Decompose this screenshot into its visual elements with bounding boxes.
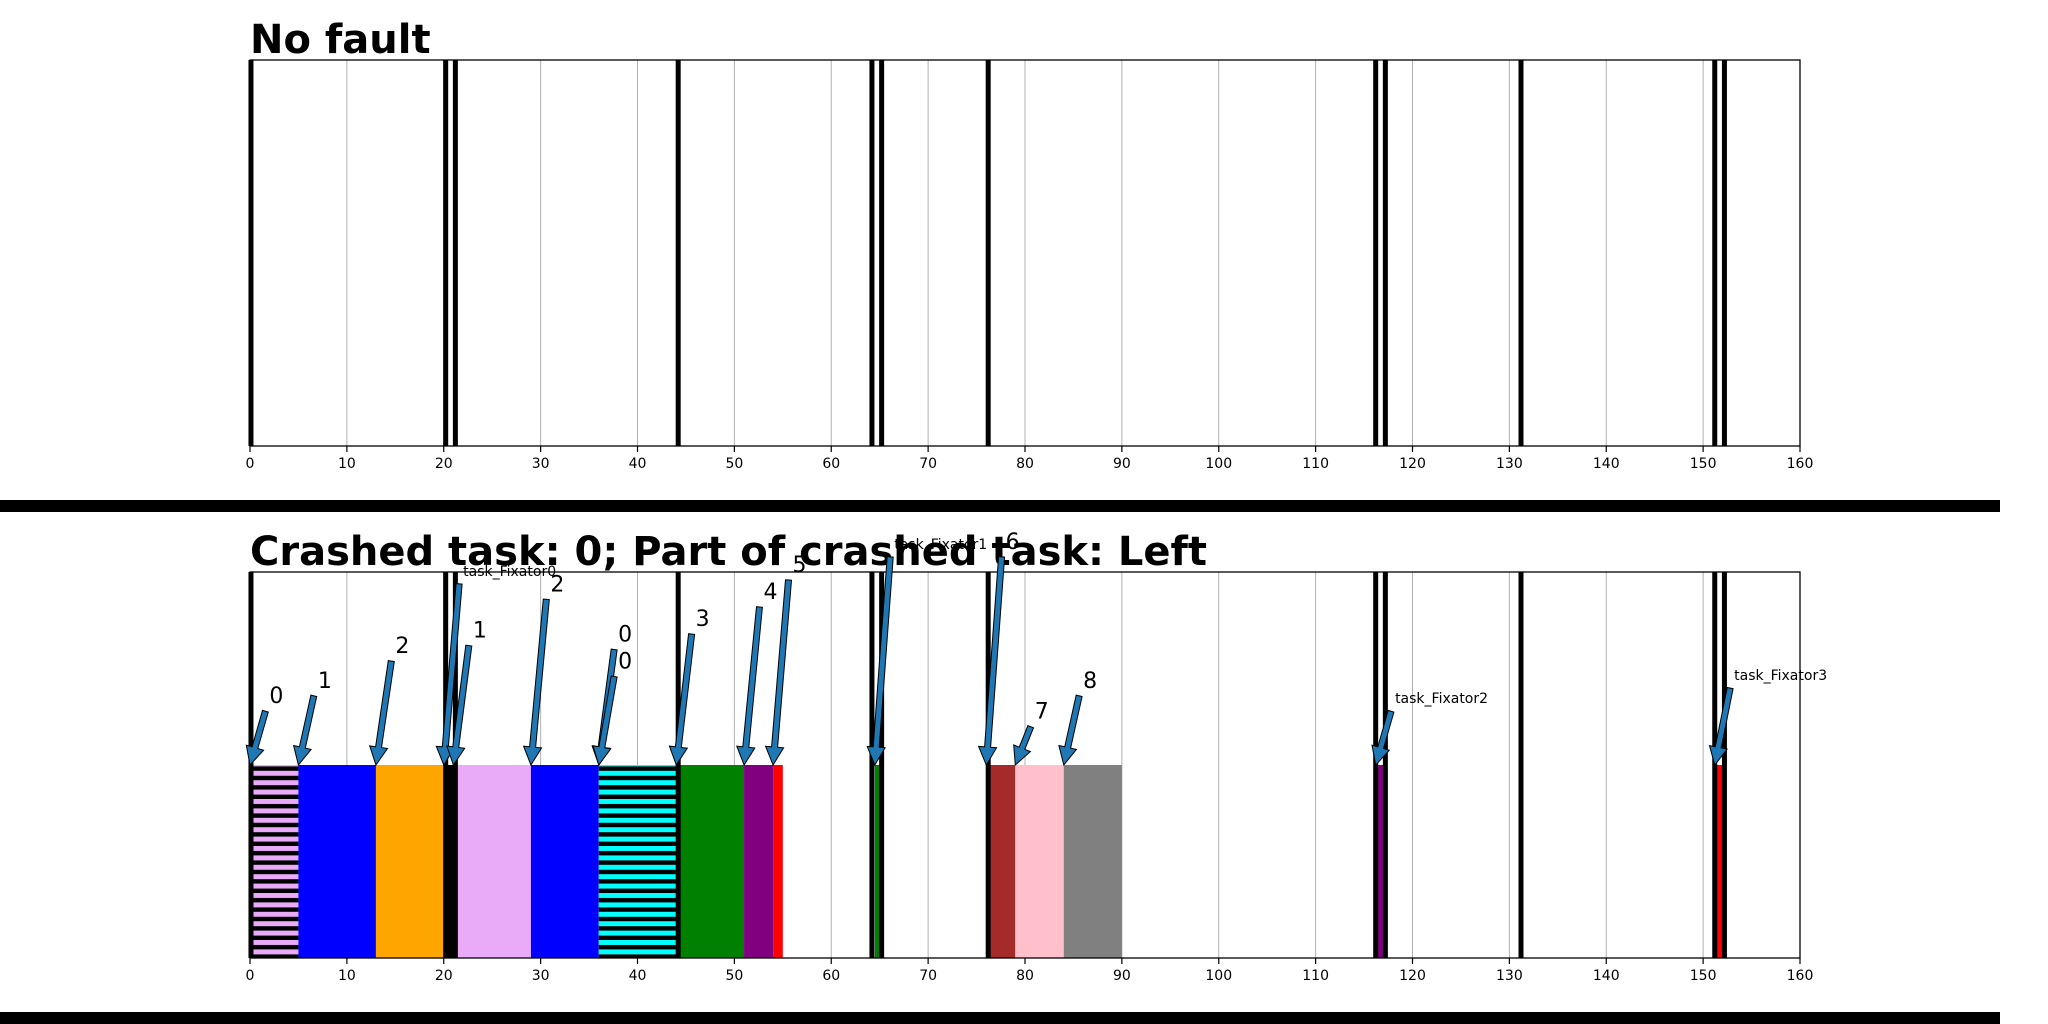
grid-lines bbox=[346, 60, 1704, 446]
panel-title: No fault bbox=[250, 17, 431, 63]
tick-label: 40 bbox=[629, 456, 647, 472]
annotation-arrow bbox=[668, 633, 696, 767]
annotation-label: task_Fixator1 bbox=[894, 537, 987, 553]
tick-label: 110 bbox=[1302, 968, 1329, 984]
panel-no-fault: No fault 0 10 20 30 40 50 60 70 80 90 100 110 120 130… bbox=[246, 17, 1814, 472]
tick-label: 60 bbox=[822, 456, 840, 472]
task-segment bbox=[744, 765, 774, 958]
tick-label: 30 bbox=[532, 968, 550, 984]
tick-label: 70 bbox=[919, 456, 937, 472]
task-segment bbox=[676, 765, 745, 958]
annotation-label: task_Fixator3 bbox=[1734, 668, 1827, 684]
annotation-arrow bbox=[435, 583, 463, 767]
annotation-label: 6 bbox=[1006, 530, 1020, 555]
annotation-label: 0 bbox=[618, 622, 632, 647]
task-segment bbox=[443, 765, 454, 958]
task-segment bbox=[250, 765, 299, 958]
tick-label: 150 bbox=[1690, 968, 1717, 984]
task-segment bbox=[1063, 765, 1122, 958]
separator-bar-top bbox=[0, 500, 2000, 512]
tick-label: 20 bbox=[435, 968, 453, 984]
task-segment bbox=[375, 765, 444, 958]
annotation-label: 1 bbox=[473, 619, 487, 644]
tick-label: 40 bbox=[629, 968, 647, 984]
panel-crashed-task: Crashed task: 0; Part of crashed task: L… bbox=[246, 529, 1828, 984]
tick-label: 0 bbox=[246, 968, 255, 984]
separator-bar-bottom bbox=[0, 1012, 2000, 1024]
annotation-label: 8 bbox=[1083, 669, 1097, 694]
tick-label: 110 bbox=[1302, 456, 1329, 472]
tick-label: 130 bbox=[1496, 456, 1523, 472]
annotation-label: 3 bbox=[696, 607, 710, 632]
tick-label: 70 bbox=[919, 968, 937, 984]
tick-label: 10 bbox=[338, 968, 356, 984]
task-segment bbox=[1015, 765, 1064, 958]
tick-label: 10 bbox=[338, 456, 356, 472]
task-segment bbox=[773, 765, 783, 958]
tick-label: 80 bbox=[1016, 456, 1034, 472]
tick-label: 140 bbox=[1593, 968, 1620, 984]
annotation-label: 0 bbox=[618, 650, 632, 675]
tick-label: 120 bbox=[1399, 456, 1426, 472]
x-axis-ticks: 0 10 20 30 40 50 60 70 80 90 100 110 120 130 140 150 160 bbox=[246, 958, 1814, 984]
annotation-arrow bbox=[1013, 724, 1035, 767]
annotation-arrow bbox=[764, 579, 793, 767]
annotation-arrow bbox=[368, 660, 395, 767]
annotation-arrow bbox=[1371, 709, 1395, 767]
annotation-arrow bbox=[592, 675, 618, 767]
boundary-lines bbox=[248, 572, 1727, 958]
annotation-label: 4 bbox=[763, 580, 777, 605]
annotation-arrow bbox=[1708, 686, 1734, 767]
tick-label: 20 bbox=[435, 456, 453, 472]
annotation-arrow bbox=[1058, 694, 1083, 767]
task-segment bbox=[986, 765, 1016, 958]
annotation-arrow bbox=[736, 606, 763, 767]
annotation-label: 2 bbox=[395, 634, 409, 659]
boundary-lines bbox=[248, 60, 1727, 446]
annotation-label: task_Fixator2 bbox=[1395, 691, 1488, 707]
tick-label: 140 bbox=[1593, 456, 1620, 472]
x-axis-ticks: 0 10 20 30 40 50 60 70 80 90 100 110 120 130 140 150 160 bbox=[246, 446, 1814, 472]
task-segment bbox=[598, 765, 677, 958]
tick-label: 120 bbox=[1399, 968, 1426, 984]
tick-label: 90 bbox=[1113, 456, 1131, 472]
tick-label: 0 bbox=[246, 456, 255, 472]
tick-label: 160 bbox=[1787, 456, 1814, 472]
task-segment bbox=[298, 765, 376, 958]
tick-label: 50 bbox=[725, 968, 743, 984]
tick-label: 30 bbox=[532, 456, 550, 472]
panel-title: Crashed task: 0; Part of crashed task: L… bbox=[250, 529, 1207, 575]
tick-label: 150 bbox=[1690, 456, 1717, 472]
task-segment bbox=[530, 765, 599, 958]
annotation-arrow bbox=[292, 694, 318, 767]
task-segment bbox=[1714, 765, 1725, 958]
annotation-label: 1 bbox=[318, 669, 332, 694]
tick-label: 130 bbox=[1496, 968, 1523, 984]
annotation-arrow bbox=[977, 556, 1006, 767]
annotation-label: 7 bbox=[1035, 700, 1049, 725]
tick-label: 50 bbox=[725, 456, 743, 472]
tick-label: 100 bbox=[1205, 968, 1232, 984]
annotation-label: 0 bbox=[269, 684, 283, 709]
annotation-label: 5 bbox=[793, 553, 807, 578]
annotation-arrow bbox=[446, 644, 473, 767]
task-segment bbox=[453, 765, 531, 958]
task-segments bbox=[250, 765, 1725, 958]
annotation-arrow bbox=[866, 556, 894, 767]
annotation-arrow bbox=[245, 709, 269, 767]
annotation-label: 2 bbox=[550, 572, 564, 597]
task-segment bbox=[1375, 765, 1384, 958]
tick-label: 160 bbox=[1787, 968, 1814, 984]
annotation-label: task_Fixator0 bbox=[463, 564, 556, 580]
annotation-arrow bbox=[522, 598, 550, 767]
tick-label: 60 bbox=[822, 968, 840, 984]
figure-canvas: No fault 0 10 20 30 40 50 60 70 80 90 100 110 120 130… bbox=[0, 17, 2000, 1024]
tick-label: 100 bbox=[1205, 456, 1232, 472]
task-segment bbox=[874, 765, 882, 958]
tick-label: 90 bbox=[1113, 968, 1131, 984]
tick-label: 80 bbox=[1016, 968, 1034, 984]
